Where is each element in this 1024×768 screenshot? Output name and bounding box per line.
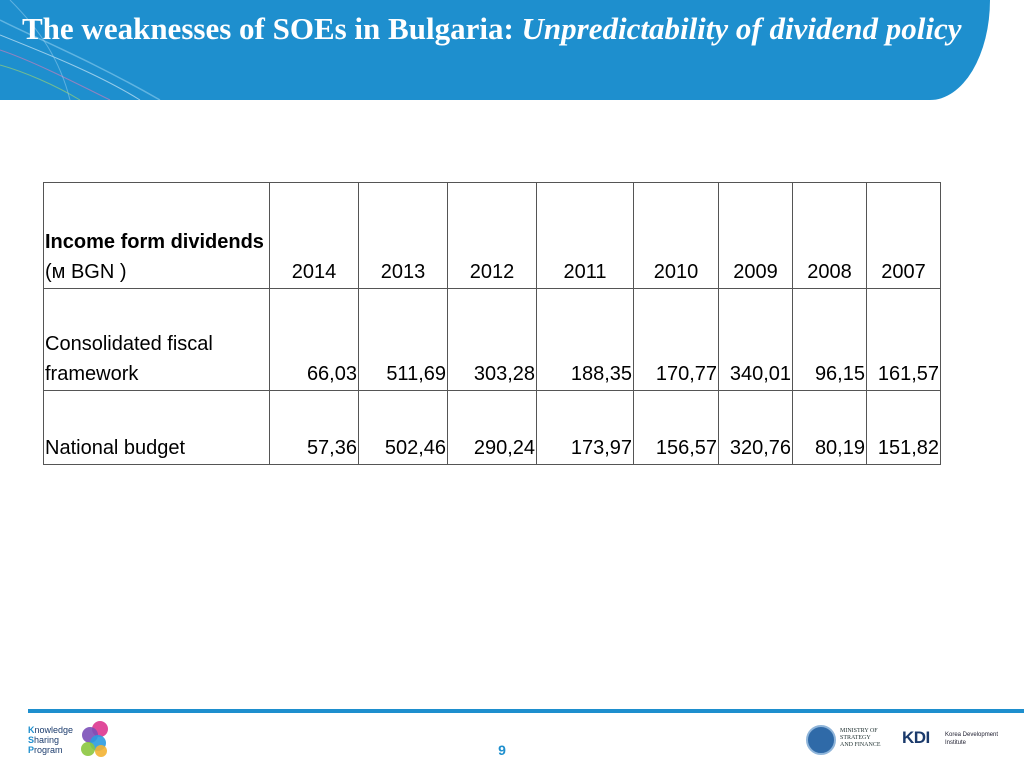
page-number: 9 — [498, 742, 506, 758]
value-cell: 320,76 — [718, 390, 793, 465]
value-cell: 151,82 — [866, 390, 941, 465]
title-banner: The weaknesses of SOEs in Bulgaria: Unpr… — [0, 0, 990, 100]
value-cell: 303,28 — [447, 288, 537, 391]
row-label: National budget — [43, 390, 270, 465]
table-row: National budget 57,36 502,46 290,24 173,… — [43, 390, 941, 465]
ksp-wordmark: Knowledge Sharing Program — [28, 725, 73, 755]
title-italic: Unpredictability of dividend policy — [521, 11, 962, 46]
ministry-seal-icon — [806, 725, 836, 755]
value-cell: 290,24 — [447, 390, 537, 465]
year-cell: 2012 — [447, 182, 537, 289]
value-cell: 96,15 — [792, 288, 867, 391]
ksp-logo: Knowledge Sharing Program — [28, 719, 118, 759]
title-plain: The weaknesses of SOEs in Bulgaria: — [22, 11, 522, 46]
value-cell: 161,57 — [866, 288, 941, 391]
year-cell: 2008 — [792, 182, 867, 289]
value-cell: 502,46 — [358, 390, 448, 465]
ksp-line: Knowledge — [28, 725, 74, 735]
ksp-emblem-icon — [81, 721, 108, 757]
year-cell: 2011 — [536, 182, 634, 289]
year-cell: 2009 — [718, 182, 793, 289]
row-label: Consolidated fiscal framework — [43, 288, 270, 391]
kdi-wordmark: Korea Development Institute — [945, 732, 999, 746]
ministry-wordmark: MINISTRY OF STRATEGY AND FINANCE — [840, 728, 881, 748]
value-cell: 188,35 — [536, 288, 634, 391]
ministry-logo: MINISTRY OF STRATEGY AND FINANCE — [806, 724, 896, 756]
dividends-table: Income form dividends (м BGN ) 2014 2013… — [43, 182, 941, 465]
year-cell: 2014 — [269, 182, 359, 289]
header-label-cell: Income form dividends (м BGN ) — [43, 182, 270, 289]
ksp-line: Program — [28, 745, 63, 755]
year-cell: 2013 — [358, 182, 448, 289]
kdi-mark: KDI — [902, 728, 930, 747]
header-label: Income form dividends — [45, 231, 264, 253]
kdi-logo: KDI Korea Development Institute — [900, 726, 1010, 752]
swoosh-decoration — [0, 0, 161, 100]
footer-divider — [28, 709, 1024, 713]
header-unit: (м BGN ) — [45, 261, 127, 283]
year-cell: 2007 — [866, 182, 941, 289]
value-cell: 66,03 — [269, 288, 359, 391]
ksp-line: Sharing — [28, 735, 60, 745]
value-cell: 170,77 — [633, 288, 719, 391]
value-cell: 80,19 — [792, 390, 867, 465]
value-cell: 57,36 — [269, 390, 359, 465]
table-header-row: Income form dividends (м BGN ) 2014 2013… — [43, 182, 941, 289]
value-cell: 340,01 — [718, 288, 793, 391]
value-cell: 156,57 — [633, 390, 719, 465]
slide-title: The weaknesses of SOEs in Bulgaria: Unpr… — [22, 8, 972, 50]
value-cell: 511,69 — [358, 288, 448, 391]
year-cell: 2010 — [633, 182, 719, 289]
table-row: Consolidated fiscal framework 66,03 511,… — [43, 288, 941, 391]
value-cell: 173,97 — [536, 390, 634, 465]
